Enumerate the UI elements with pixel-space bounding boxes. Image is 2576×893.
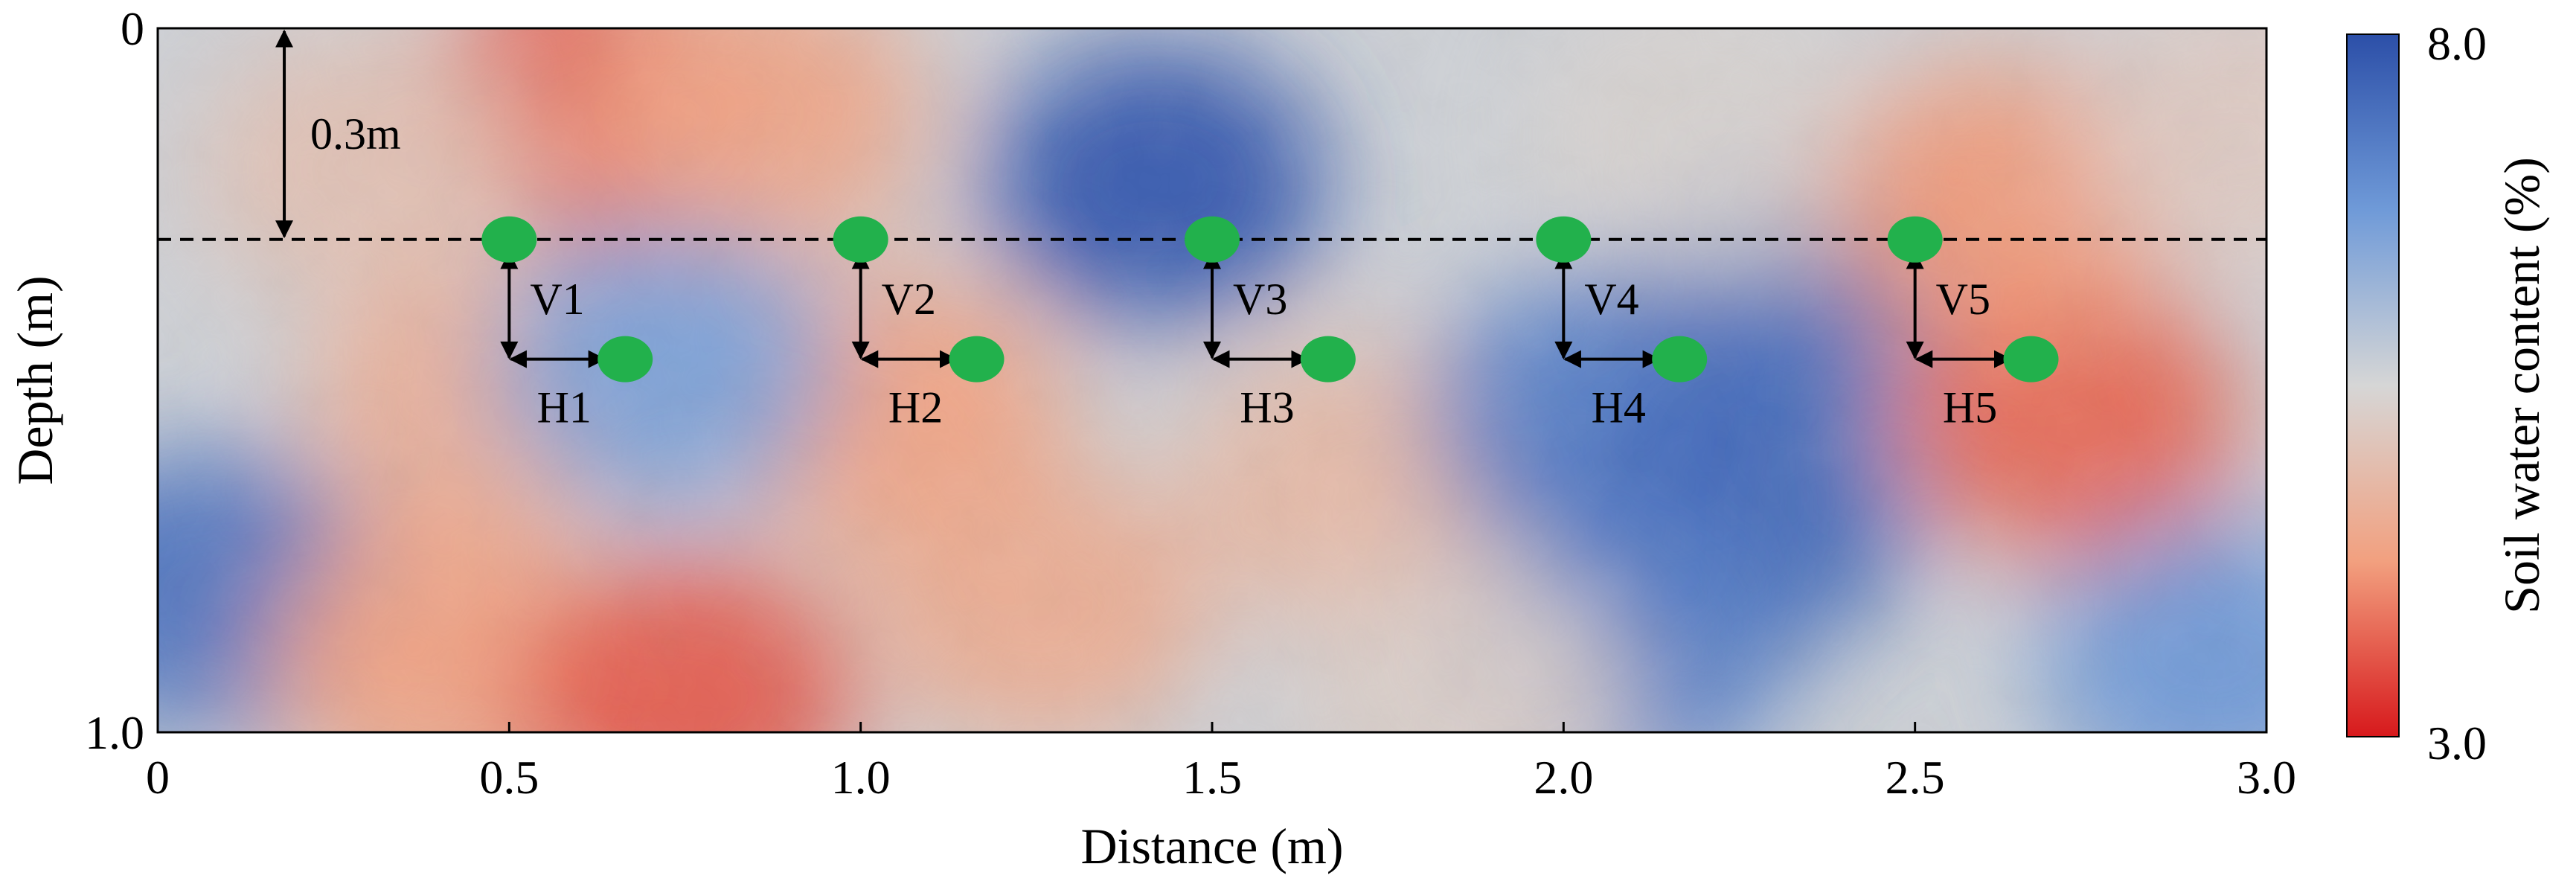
y-axis-title: Depth (m)	[7, 275, 63, 484]
x-tick-label: 3.0	[2237, 751, 2296, 804]
sensor-v-label: V3	[1233, 275, 1287, 324]
x-tick-label: 0.5	[479, 751, 539, 804]
heatmap-texture	[158, 28, 2266, 732]
sensor-groups: V1 H1 V2 H2 V3 H3 V4 H4 V5 H5	[481, 216, 2059, 432]
sensor-h-label: H1	[537, 383, 592, 432]
x-tick-label: 1.0	[831, 751, 891, 804]
sensor-group: V5 H5	[1887, 216, 2059, 432]
sensor-bottom-marker	[1652, 336, 1708, 383]
sensor-bottom-marker	[2003, 336, 2059, 383]
sensor-group: V4 H4	[1536, 216, 1708, 432]
sensor-h-label: H3	[1240, 383, 1294, 432]
heatmap-field	[158, 28, 2266, 732]
y-axis-ticks: 01.0	[85, 2, 168, 759]
sensor-group: V1 H1	[481, 216, 653, 432]
x-axis-ticks: 0 0.5 1.0 1.5 2.0 2.5 3.0	[146, 722, 2296, 804]
colorbar-title: Soil water content (%)	[2493, 157, 2550, 614]
x-tick-label: 2.5	[1885, 751, 1945, 804]
sensor-top-marker	[1887, 216, 1943, 263]
sensor-group: V2 H2	[833, 216, 1005, 432]
y-tick-label: 1.0	[85, 706, 144, 759]
sensor-h-label: H2	[888, 383, 943, 432]
colorbar-min-label: 3.0	[2427, 717, 2487, 769]
x-axis-title: Distance (m)	[1080, 818, 1343, 874]
sensor-top-marker	[833, 216, 888, 263]
sensor-group: V3 H3	[1185, 216, 1356, 432]
sensor-v-label: V4	[1584, 275, 1638, 324]
sensor-h-label: H5	[1943, 383, 1997, 432]
depth-annotation-label: 0.3m	[310, 109, 401, 159]
sensor-bottom-marker	[949, 336, 1005, 383]
sensor-bottom-marker	[597, 336, 653, 383]
sensor-h-label: H4	[1592, 383, 1646, 432]
sensor-v-label: V2	[882, 275, 936, 324]
sensor-bottom-marker	[1300, 336, 1356, 383]
x-tick-label: 1.5	[1182, 751, 1242, 804]
x-tick-label: 0	[146, 751, 170, 804]
y-tick-label: 0	[121, 2, 144, 55]
colorbar	[2346, 33, 2400, 737]
sensor-top-marker	[481, 216, 537, 263]
colorbar-max-label: 8.0	[2427, 17, 2487, 70]
sensor-top-marker	[1536, 216, 1592, 263]
x-tick-label: 2.0	[1534, 751, 1593, 804]
sensor-v-label: V1	[530, 275, 584, 324]
sensor-top-marker	[1185, 216, 1240, 263]
sensor-v-label: V5	[1936, 275, 1990, 324]
